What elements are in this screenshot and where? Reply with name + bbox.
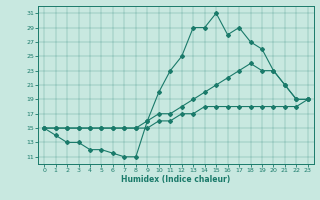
X-axis label: Humidex (Indice chaleur): Humidex (Indice chaleur) — [121, 175, 231, 184]
